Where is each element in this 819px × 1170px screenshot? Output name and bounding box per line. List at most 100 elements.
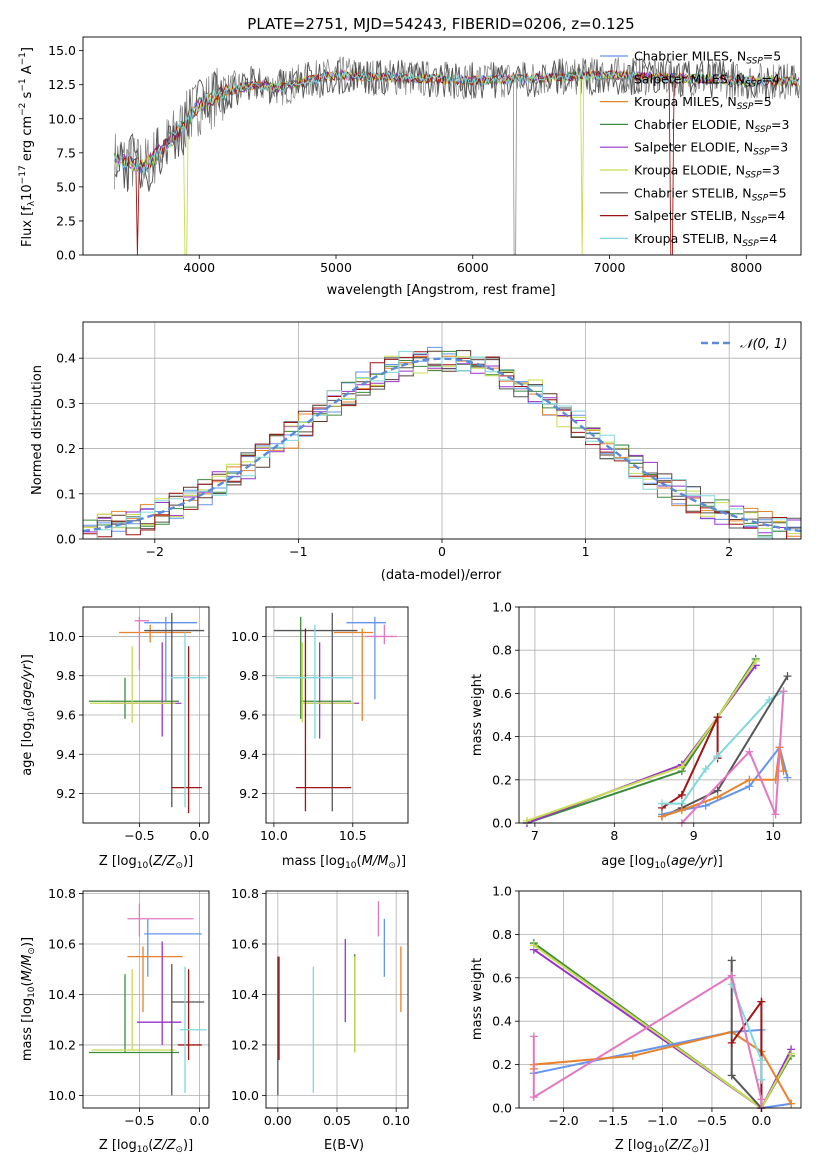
mass-weight-marker bbox=[757, 997, 766, 1006]
mass-weight-marker bbox=[757, 1075, 766, 1084]
legend-label: Chabrier STELIB, NSSP=5 bbox=[634, 185, 787, 203]
x-tick-label: 7000 bbox=[594, 260, 626, 275]
mass-weight-marker bbox=[522, 816, 531, 825]
y-tick-label: 10.2 bbox=[48, 1037, 76, 1052]
mass-weight-marker bbox=[757, 1056, 766, 1065]
gaussian-curve bbox=[83, 357, 801, 533]
y-tick-label: 10.0 bbox=[231, 1088, 259, 1103]
y-tick-label: 9.6 bbox=[239, 708, 259, 723]
y-tick-label: 1.0 bbox=[492, 600, 512, 615]
mass-vs-z-axes: −0.5 0.0 10.0 10.2 10.4 10.6 10.8 bbox=[48, 886, 210, 1128]
y-tick-label: 10.8 bbox=[48, 886, 76, 901]
y-tick-label: 1.0 bbox=[492, 884, 512, 899]
mass-weight-marker bbox=[757, 1095, 766, 1104]
mass-weight-marker bbox=[783, 672, 792, 681]
spectrum-xlabel: wavelength [Angstrom, rest frame] bbox=[327, 283, 556, 298]
legend-label: Salpeter ELODIE, NSSP=3 bbox=[634, 140, 788, 158]
y-tick-label: 9.2 bbox=[239, 786, 259, 801]
y-tick-label: 10.2 bbox=[231, 1037, 259, 1052]
x-tick-label: 9 bbox=[690, 828, 698, 843]
axes-frame bbox=[82, 36, 802, 256]
mass-weight-marker bbox=[745, 747, 754, 756]
y-tick-label: 9.6 bbox=[56, 708, 76, 723]
mass-weight-marker bbox=[787, 1099, 796, 1108]
mass-weight-marker bbox=[779, 687, 788, 696]
weight-vs-z-xlabel: Z [log10(Z/Z⊙)] bbox=[615, 1138, 709, 1155]
x-tick-label: −1.5 bbox=[598, 1113, 628, 1128]
x-tick-label: 0.0 bbox=[751, 1113, 771, 1128]
x-tick-label: 6000 bbox=[457, 260, 489, 275]
y-tick-label: 7.5 bbox=[56, 145, 76, 160]
legend-label: Salpeter STELIB, NSSP=4 bbox=[634, 208, 785, 226]
y-tick-label: 10.4 bbox=[231, 987, 259, 1002]
y-tick-label: 0.0 bbox=[492, 816, 512, 831]
plot-area bbox=[83, 346, 801, 539]
y-tick-label: 9.2 bbox=[56, 786, 76, 801]
gaussian-legend: 𝒩(0, 1) bbox=[701, 337, 787, 352]
y-tick-label: 10.4 bbox=[48, 987, 76, 1002]
y-tick-label: 12.5 bbox=[48, 77, 76, 92]
x-tick-label: 5000 bbox=[320, 260, 352, 275]
y-tick-label: 10.6 bbox=[48, 936, 76, 951]
mass-weight-marker bbox=[727, 956, 736, 965]
x-tick-label: 7 bbox=[531, 828, 539, 843]
residual-histogram bbox=[83, 350, 801, 539]
x-tick-label: −2.0 bbox=[548, 1113, 578, 1128]
axes-frame bbox=[518, 606, 802, 824]
grid bbox=[266, 607, 408, 823]
x-tick-label: 10.0 bbox=[260, 828, 288, 843]
axes-frame bbox=[82, 321, 802, 540]
gaussian-legend-label: 𝒩(0, 1) bbox=[740, 337, 787, 352]
mass-weight-line bbox=[681, 691, 785, 824]
mass-weight-marker bbox=[787, 1049, 796, 1058]
axes-frame bbox=[265, 606, 409, 824]
legend-label: Chabrier MILES, NSSP=5 bbox=[634, 49, 781, 67]
mass-weight-marker bbox=[677, 762, 686, 771]
y-tick-label: 0.4 bbox=[56, 351, 76, 366]
y-tick-label: 10.6 bbox=[231, 936, 259, 951]
age-vs-z-axes: −0.5 0.0 9.2 9.4 9.6 9.8 10.0 bbox=[48, 606, 210, 843]
y-tick-label: 0.2 bbox=[492, 1057, 512, 1072]
x-tick-label: 8000 bbox=[730, 260, 762, 275]
y-tick-label: 0.8 bbox=[492, 643, 512, 658]
legend-label: Kroupa ELODIE, NSSP=3 bbox=[634, 163, 780, 181]
legend-label: Kroupa MILES, NSSP=5 bbox=[634, 94, 772, 112]
mass-weight-marker bbox=[783, 773, 792, 782]
y-tick-label: 5.0 bbox=[56, 179, 76, 194]
mass-vs-ebv-xlabel: E(B-V) bbox=[324, 1138, 364, 1153]
mass-weight-marker bbox=[529, 941, 538, 950]
age-vs-z-xlabel: Z [log10(Z/Z⊙)] bbox=[99, 854, 193, 871]
x-tick-label: 0 bbox=[438, 544, 446, 559]
mass-vs-z-xlabel: Z [log10(Z/Z⊙)] bbox=[99, 1138, 193, 1155]
mass-weight-marker bbox=[745, 775, 754, 784]
mass-weight-line bbox=[526, 660, 757, 822]
y-tick-label: 9.4 bbox=[56, 747, 76, 762]
legend-label: Salpeter MILES, NSSP=4 bbox=[634, 71, 780, 89]
mass-weight-marker bbox=[751, 657, 760, 665]
plot-area bbox=[114, 56, 800, 255]
y-tick-label: 10.8 bbox=[231, 886, 259, 901]
residual-axes: −2 −1 0 1 2 0.0 0.1 0.2 0.3 0.4 bbox=[56, 321, 802, 559]
weight-vs-age-xlabel: age [log10(age/yr)] bbox=[601, 854, 723, 871]
x-tick-label: 10 bbox=[765, 828, 781, 843]
x-tick-label: 0.0 bbox=[189, 1113, 209, 1128]
y-tick-label: 0.6 bbox=[492, 970, 512, 985]
plot-area bbox=[89, 612, 207, 814]
age-vs-mass-axes: 10.0 10.5 9.2 9.4 9.6 9.8 10.0 bbox=[231, 606, 409, 843]
plot-area bbox=[89, 903, 207, 1096]
weight-vs-z-axes: −2.0 −1.5 −1.0 −0.5 0.0 0.0 0.2 0.4 0.6 0.8 1.0 bbox=[492, 884, 802, 1128]
y-tick-label: 10.0 bbox=[231, 629, 259, 644]
x-tick-label: 0.00 bbox=[264, 1113, 292, 1128]
x-tick-label: 0.0 bbox=[189, 828, 209, 843]
spectrum-ylabel: Flux [fλ10−17 erg cm−2 s−1 A−1] bbox=[18, 47, 37, 247]
x-tick-label: 8 bbox=[610, 828, 618, 843]
plot-area bbox=[273, 612, 397, 812]
weight-vs-z-ylabel: mass weight bbox=[470, 958, 485, 1040]
y-tick-label: 0.2 bbox=[56, 441, 76, 456]
x-tick-label: −0.5 bbox=[124, 828, 154, 843]
mass-weight-marker bbox=[628, 1051, 637, 1060]
plot-area bbox=[277, 901, 402, 1096]
y-tick-label: 0.0 bbox=[56, 532, 76, 547]
x-tick-label: 0.05 bbox=[323, 1113, 351, 1128]
